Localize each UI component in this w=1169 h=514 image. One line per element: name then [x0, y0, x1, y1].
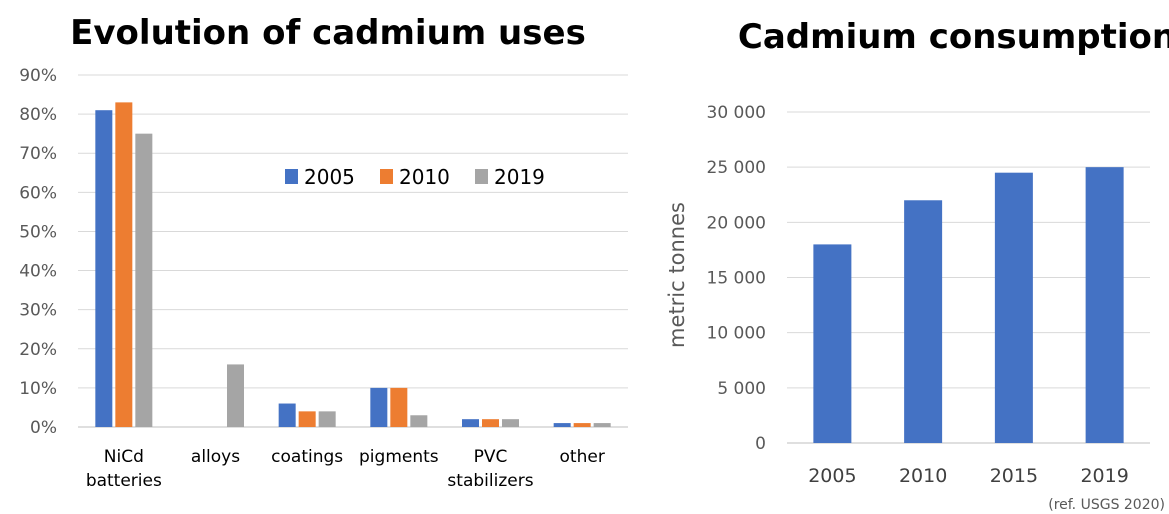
y-tick-label: 40%: [19, 262, 57, 282]
category-label: 2010: [899, 465, 947, 487]
bar-2010: [482, 419, 499, 427]
legend-label: 2019: [494, 165, 545, 189]
y-tick-label: 70%: [19, 144, 57, 164]
y-tick-label: 30%: [19, 301, 57, 321]
bar-2005: [553, 423, 571, 427]
uses-y-ticks: 0% 10% 20% 30% 40% 50% 60% 70% 80% 90%: [19, 66, 57, 438]
bar-2010: [115, 102, 133, 427]
legend-label: 2010: [399, 165, 450, 189]
category-label: PVC stabilizers: [447, 447, 533, 491]
bar-2005: [462, 419, 479, 427]
uses-category-labels: NiCd batteries alloys coatings pigments PVC st…: [86, 447, 605, 491]
uses-bars: [95, 102, 611, 427]
y-tick-label: 20 000: [707, 213, 766, 233]
bar-2019: [410, 415, 428, 427]
bar-2015: [994, 172, 1033, 443]
category-label: 2019: [1080, 465, 1128, 487]
y-tick-label: 5 000: [717, 379, 766, 399]
consumption-bars: [813, 167, 1124, 443]
y-tick-label: 80%: [19, 105, 57, 125]
category-label: coatings: [271, 447, 343, 467]
legend-swatch-2019: [475, 169, 488, 184]
legend-label: 2005: [304, 165, 355, 189]
y-tick-label: 30 000: [707, 103, 766, 123]
uses-chart-title: Evolution of cadmium uses: [70, 13, 586, 53]
y-tick-label: 25 000: [707, 158, 766, 178]
bar-2019: [318, 411, 336, 427]
consumption-chart: Cadmium consumption metric tonnes 0 5 000…: [665, 17, 1169, 487]
source-note: (ref. USGS 2020): [1048, 497, 1165, 513]
y-tick-label: 60%: [19, 183, 57, 203]
uses-grid: [78, 74, 628, 428]
bar-2005: [370, 387, 388, 427]
y-tick-label: 10 000: [707, 324, 766, 344]
bar-2019: [502, 419, 519, 427]
bar-2010: [390, 387, 408, 427]
bar-2005: [278, 403, 296, 427]
category-label: pigments: [359, 447, 439, 467]
legend-swatch-2010: [380, 169, 393, 184]
uses-legend: 2005 2010 2019: [285, 165, 545, 189]
y-tick-label: 50%: [19, 222, 57, 242]
y-tick-label: 15 000: [707, 269, 766, 289]
legend-swatch-2005: [285, 169, 298, 184]
category-label: 2015: [990, 465, 1038, 487]
category-label: NiCd batteries: [86, 447, 162, 491]
bar-2010: [904, 200, 943, 443]
category-label: 2005: [808, 465, 856, 487]
bar-2010: [573, 423, 591, 427]
bar-2019: [227, 364, 244, 427]
consumption-y-ticks: 0 5 000 10 000 15 000 20 000 25 000 30 000: [707, 103, 766, 454]
bar-2019: [1085, 167, 1124, 443]
category-label: alloys: [191, 447, 240, 467]
bar-2005: [813, 244, 852, 443]
bar-2005: [95, 110, 113, 427]
y-tick-label: 0%: [30, 418, 57, 438]
uses-chart: Evolution of cadmium uses 0% 10% 20% 30% 40%…: [19, 13, 628, 491]
bar-2010: [298, 411, 316, 427]
y-tick-label: 0: [755, 434, 766, 454]
consumption-chart-title: Cadmium consumption: [738, 17, 1169, 57]
y-tick-label: 20%: [19, 340, 57, 360]
consumption-y-axis-label: metric tonnes: [665, 202, 689, 348]
bar-2019: [135, 133, 153, 427]
y-tick-label: 90%: [19, 66, 57, 86]
bar-2019: [593, 423, 611, 427]
consumption-category-labels: 2005 2010 2015 2019: [808, 465, 1129, 487]
category-label: other: [560, 447, 605, 467]
y-tick-label: 10%: [19, 379, 57, 399]
